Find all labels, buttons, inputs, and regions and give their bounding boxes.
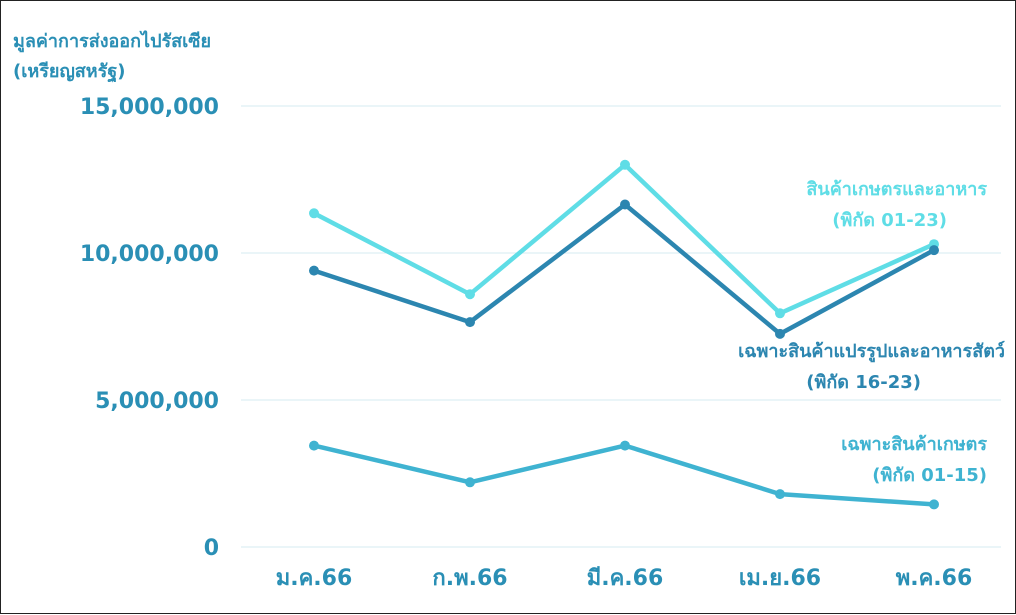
data-point (465, 317, 475, 328)
y-tick-label: 10,000,000 (80, 242, 219, 267)
y-axis-label-line-2: (เหรียญสหรัฐ) (13, 61, 125, 83)
series-label-processed-line-1: เฉพาะสินค้าแปรรูปและอาหารสัตว์ (738, 340, 1005, 363)
gridlines (241, 105, 1001, 548)
data-point (775, 489, 785, 500)
series-label-agri-food-line-2: (พิกัด 01-23) (832, 210, 947, 231)
data-point (309, 265, 319, 276)
data-point (620, 440, 630, 451)
series-label-agri-line-1: เฉพาะสินค้าเกษตร (841, 434, 987, 455)
y-axis-label: มูลค่าการส่งออกไปรัสเซีย (เหรียญสหรัฐ) (13, 30, 211, 83)
y-axis-label-line-1: มูลค่าการส่งออกไปรัสเซีย (13, 30, 211, 53)
x-tick-label: ม.ค.66 (276, 566, 353, 591)
x-axis-ticks: ม.ค.66 ก.พ.66 มี.ค.66 เม.ย.66 พ.ค.66 (276, 566, 973, 591)
series-label-processed-line-2: (พิกัด 16-23) (806, 372, 921, 393)
y-axis-ticks: 0 5,000,000 10,000,000 15,000,000 (80, 95, 219, 561)
data-point (775, 328, 785, 339)
series-lines (309, 159, 939, 510)
y-tick-label: 5,000,000 (95, 389, 219, 414)
x-tick-label: มี.ค.66 (587, 566, 664, 591)
data-point (620, 199, 630, 210)
data-point (465, 477, 475, 488)
data-point (309, 440, 319, 451)
x-tick-label: พ.ค.66 (896, 566, 973, 591)
data-point (929, 245, 939, 256)
data-point (309, 208, 319, 219)
x-tick-label: เม.ย.66 (739, 566, 821, 591)
data-point (929, 499, 939, 510)
data-point (620, 159, 630, 170)
y-tick-label: 0 (204, 536, 219, 561)
series-labels: สินค้าเกษตรและอาหาร (พิกัด 01-23) เฉพาะส… (738, 179, 1005, 486)
data-point (465, 289, 475, 300)
y-tick-label: 15,000,000 (80, 95, 219, 120)
series-label-agri-line-2: (พิกัด 01-15) (872, 465, 987, 486)
x-tick-label: ก.พ.66 (432, 566, 507, 591)
series-label-agri-food-line-1: สินค้าเกษตรและอาหาร (806, 179, 987, 200)
data-point (775, 308, 785, 319)
